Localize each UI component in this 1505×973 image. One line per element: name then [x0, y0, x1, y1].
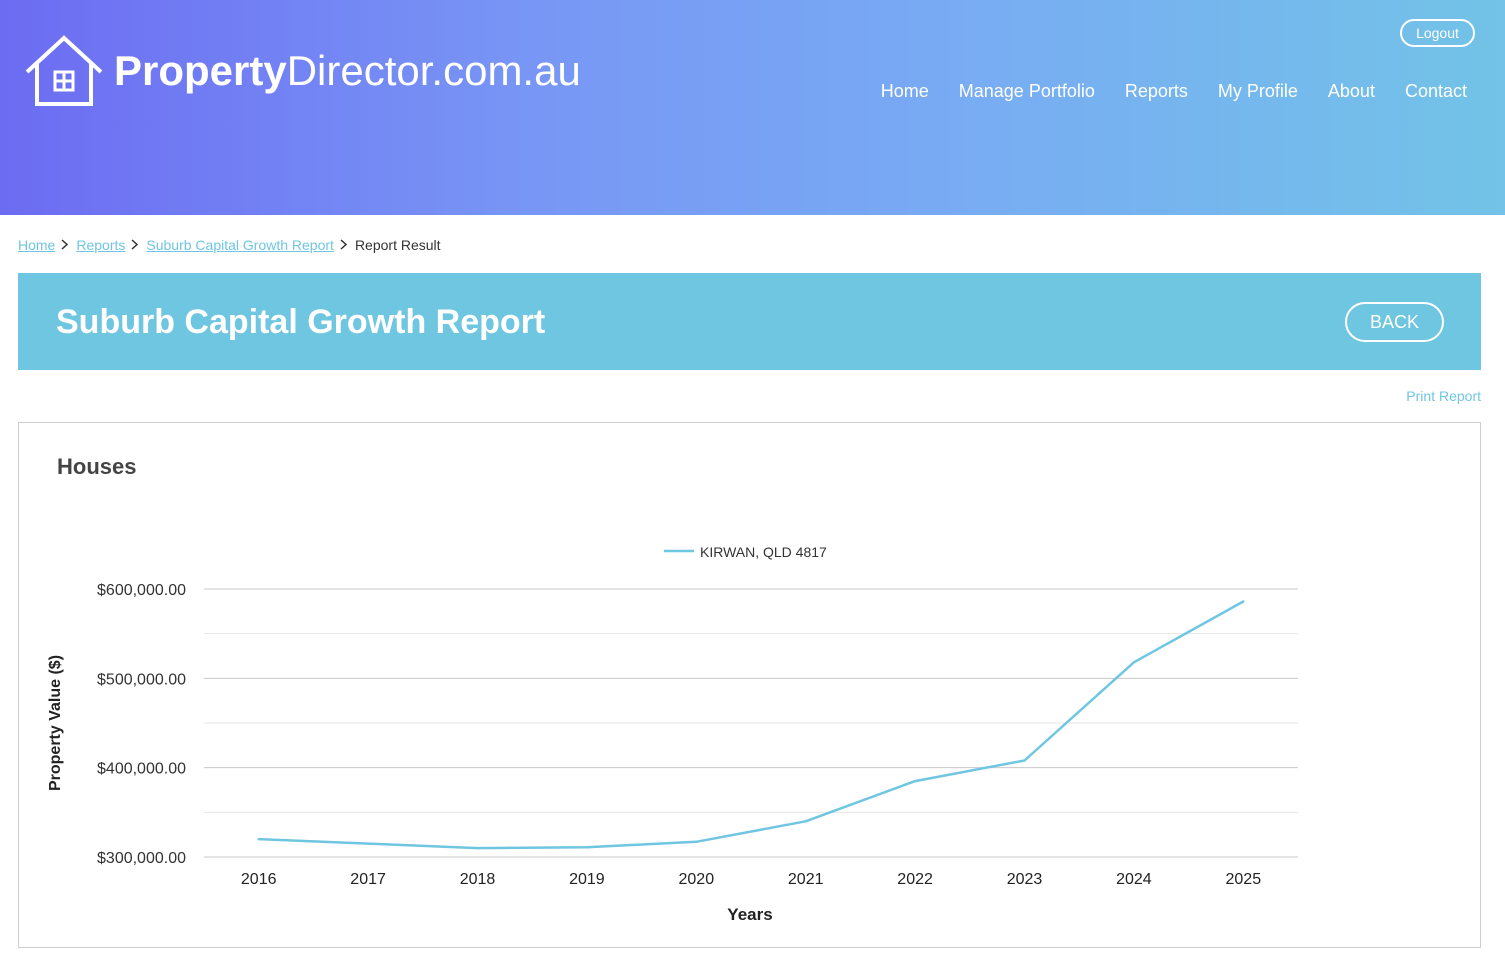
- legend-label-kirwan: KIRWAN, QLD 4817: [700, 544, 827, 560]
- logout-button[interactable]: Logout: [1400, 19, 1475, 47]
- brand-name: PropertyDirector.com.au: [114, 50, 581, 92]
- x-tick-label: 2025: [1226, 871, 1262, 888]
- x-tick-label: 2022: [897, 871, 933, 888]
- y-tick-labels: $300,000.00 $400,000.00 $500,000.00 $600,00…: [97, 582, 186, 867]
- main-nav: Home Manage Portfolio Reports My Profile…: [851, 81, 1467, 102]
- nav-reports[interactable]: Reports: [1124, 81, 1188, 101]
- house-logo-icon: [25, 35, 103, 106]
- data-point: [1023, 759, 1026, 762]
- data-point: [1132, 661, 1136, 664]
- data-point: [804, 820, 807, 823]
- breadcrumb-reports[interactable]: Reports: [76, 237, 126, 253]
- brand-name-bold: Property: [114, 47, 287, 94]
- breadcrumb: Home Reports Suburb Capital Growth Repor…: [18, 237, 441, 253]
- nav-home[interactable]: Home: [880, 81, 929, 101]
- chevron-right-icon: [61, 237, 69, 253]
- report-banner: Suburb Capital Growth Report BACK: [18, 273, 1481, 370]
- x-tick-label: 2021: [788, 871, 824, 888]
- x-tick-label: 2016: [241, 871, 277, 888]
- line-chart: $300,000.00 $400,000.00 $500,000.00 $600,00…: [47, 544, 1298, 924]
- chevron-right-icon: [131, 237, 139, 253]
- grid-lines: [204, 588, 1298, 858]
- x-tick-label: 2018: [460, 871, 496, 888]
- nav-about[interactable]: About: [1327, 81, 1375, 101]
- data-point: [1242, 600, 1245, 603]
- nav-contact[interactable]: Contact: [1404, 81, 1467, 101]
- page-title: Suburb Capital Growth Report: [56, 303, 546, 341]
- panel-title: Houses: [57, 454, 137, 479]
- breadcrumb-suburb-report[interactable]: Suburb Capital Growth Report: [146, 237, 334, 253]
- data-point: [366, 842, 370, 845]
- chart-panel: Houses $300,000.00 $400,000.00 $500,000.00…: [18, 422, 1481, 948]
- y-tick-label: $300,000.00: [97, 850, 186, 867]
- x-axis-label: Years: [727, 905, 772, 924]
- x-tick-labels: 2016 2017 2018 2019 2020 2021 2022 2023 2024 2025: [241, 871, 1261, 888]
- site-header: PropertyDirector.com.au Logout Home Mana…: [0, 0, 1505, 215]
- series-lines: [257, 600, 1245, 850]
- breadcrumb-current: Report Result: [354, 237, 441, 253]
- data-point: [695, 840, 698, 844]
- y-tick-label: $400,000.00: [97, 761, 186, 778]
- y-tick-label: $500,000.00: [97, 671, 186, 688]
- data-point: [913, 779, 917, 783]
- y-axis-label: Property Value ($): [47, 655, 64, 791]
- back-button[interactable]: BACK: [1345, 302, 1444, 342]
- chart-legend: KIRWAN, QLD 4817: [664, 544, 827, 560]
- nav-manage-portfolio[interactable]: Manage Portfolio: [958, 81, 1095, 101]
- series-line: [258, 600, 1244, 850]
- brand-name-rest: Director.com.au: [286, 47, 581, 94]
- x-tick-label: 2024: [1116, 871, 1152, 888]
- nav-my-profile[interactable]: My Profile: [1217, 81, 1298, 101]
- x-tick-label: 2019: [569, 871, 605, 888]
- x-tick-label: 2017: [350, 871, 386, 888]
- breadcrumb-home[interactable]: Home: [18, 237, 56, 253]
- data-point: [476, 846, 479, 850]
- data-point: [585, 845, 589, 849]
- y-tick-label: $600,000.00: [97, 582, 186, 599]
- x-tick-label: 2020: [679, 871, 715, 888]
- x-tick-label: 2023: [1007, 871, 1043, 888]
- site-logo[interactable]: PropertyDirector.com.au: [24, 34, 581, 108]
- chevron-right-icon: [340, 237, 348, 253]
- data-point: [257, 837, 260, 841]
- print-report-link[interactable]: Print Report: [1406, 388, 1481, 404]
